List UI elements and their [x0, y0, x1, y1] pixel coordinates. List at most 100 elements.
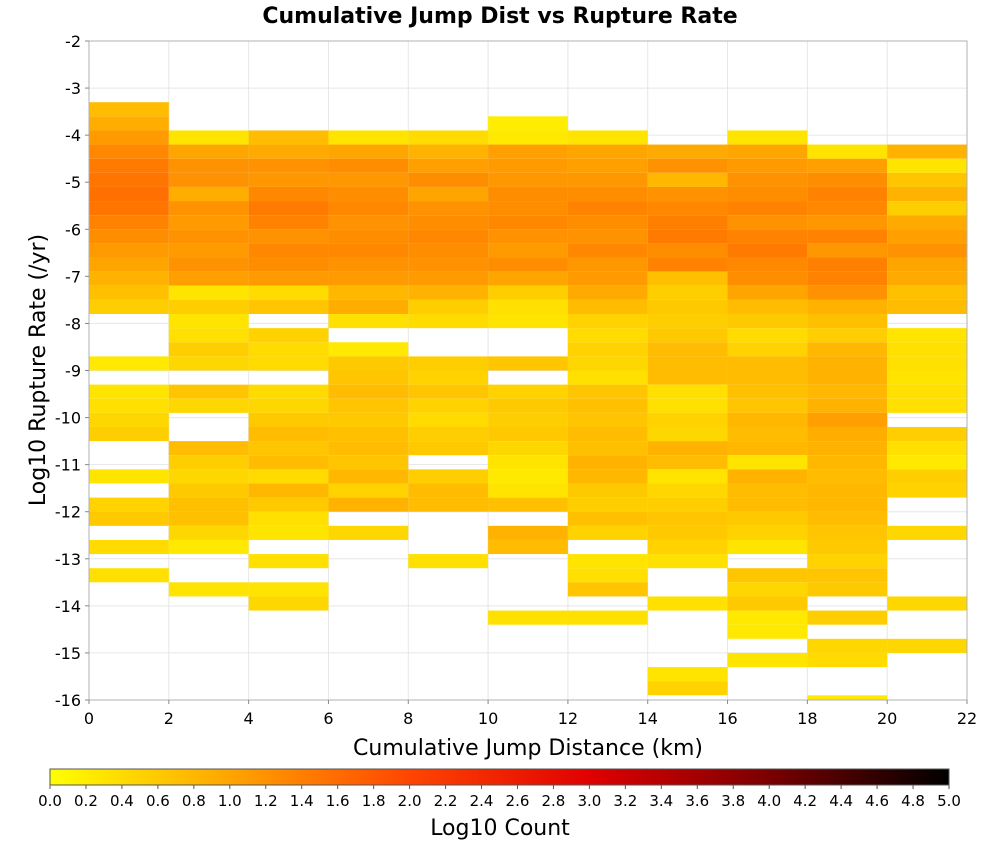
heatmap-cell [647, 525, 728, 540]
colorbar-tick-label: 4.8 [901, 792, 925, 810]
heatmap-cell [328, 201, 409, 216]
heatmap-cell [89, 257, 169, 272]
y-tick-label: -11 [55, 456, 81, 475]
heatmap-cell [647, 201, 728, 216]
heatmap-cell [168, 271, 249, 286]
colorbar-ticks: 0.0 0.2 0.4 0.6 0.8 1.0 1.2 1.4 1.6 1.8 2.0 2.2 2.4 2… [38, 785, 961, 810]
x-tick-label: 12 [558, 709, 578, 728]
heatmap-cell [727, 314, 808, 329]
heatmap-cell [807, 469, 888, 484]
heatmap-cell [168, 342, 249, 357]
heatmap-cell [887, 356, 967, 371]
heatmap-cell [328, 455, 409, 470]
heatmap-cell [567, 511, 648, 526]
y-tick-label: -16 [55, 691, 81, 710]
heatmap-cell [567, 215, 648, 230]
heatmap-cell [887, 342, 967, 357]
heatmap-cell [488, 116, 568, 131]
heatmap-cell [727, 525, 808, 540]
heatmap-cell [168, 172, 249, 187]
heatmap-cell [328, 426, 409, 442]
colorbar-tick-label: 1.2 [254, 792, 278, 810]
heatmap-cell [408, 285, 489, 300]
heatmap-cell [807, 638, 888, 653]
y-tick-label: -7 [65, 267, 81, 286]
heatmap-cell [647, 285, 728, 300]
heatmap-cell [567, 172, 648, 187]
heatmap-cell [488, 229, 568, 244]
heatmap-cell [567, 257, 648, 272]
heatmap-cell [647, 215, 728, 230]
heatmap-cell [647, 144, 728, 159]
heatmap-cell [168, 215, 249, 230]
heatmap-cell [248, 356, 329, 371]
heatmap-cell [248, 412, 329, 427]
heatmap-cell [567, 299, 648, 315]
heatmap-cell [807, 257, 888, 272]
y-tick-label: -6 [65, 220, 81, 239]
heatmap-cell [567, 285, 648, 300]
heatmap-cell [807, 356, 888, 371]
colorbar-tick-label: 4.2 [793, 792, 817, 810]
y-tick-label: -2 [65, 32, 81, 51]
heatmap-cell [408, 370, 489, 385]
heatmap-cell [807, 215, 888, 230]
heatmap-cell [408, 257, 489, 272]
heatmap-cell [248, 455, 329, 470]
heatmap-cells [89, 102, 967, 701]
heatmap-cell [488, 271, 568, 286]
heatmap-cell [168, 285, 249, 300]
heatmap-cell [89, 356, 169, 371]
heatmap-cell [328, 483, 409, 498]
heatmap-cell [647, 511, 728, 526]
heatmap-cell [567, 469, 648, 484]
heatmap-cell [248, 469, 329, 484]
heatmap-cell [727, 243, 808, 258]
x-tick-label: 8 [403, 709, 413, 728]
heatmap-cell [488, 398, 568, 413]
heatmap-cell [647, 229, 728, 244]
heatmap-cell [328, 257, 409, 272]
heatmap-cell [408, 158, 489, 173]
heatmap-cell [248, 596, 329, 611]
heatmap-cell [248, 271, 329, 286]
heatmap-cell [887, 201, 967, 216]
heatmap-cell [647, 172, 728, 187]
heatmap-cell [567, 342, 648, 357]
heatmap-cell [328, 229, 409, 244]
heatmap-cell [807, 539, 888, 555]
heatmap-cell [567, 370, 648, 385]
heatmap-cell [89, 469, 169, 484]
heatmap-cell [328, 130, 409, 145]
heatmap-cell [488, 384, 568, 399]
heatmap-cell [807, 271, 888, 286]
heatmap-cell [887, 186, 967, 202]
heatmap-cell [168, 384, 249, 399]
y-tick-label: -14 [55, 597, 81, 616]
heatmap-cell [488, 144, 568, 159]
heatmap-cell [727, 229, 808, 244]
heatmap-cell [168, 441, 249, 456]
heatmap-cell [647, 271, 728, 286]
heatmap-cell [647, 158, 728, 173]
heatmap-cell [887, 215, 967, 230]
heatmap-cell [248, 554, 329, 569]
heatmap-cell [328, 314, 409, 329]
heatmap-cell [89, 158, 169, 173]
colorbar-label: Log10 Count [430, 816, 570, 841]
heatmap-cell [567, 426, 648, 442]
colorbar-tick-label: 3.0 [577, 792, 601, 810]
heatmap-cell [248, 384, 329, 399]
heatmap-cell [647, 384, 728, 399]
heatmap-cell [807, 695, 888, 700]
x-tick-label: 2 [164, 709, 174, 728]
heatmap-cell [807, 201, 888, 216]
heatmap-cell [248, 201, 329, 216]
heatmap-cell [727, 624, 808, 639]
heatmap-cell [567, 144, 648, 159]
heatmap-cell [488, 426, 568, 442]
colorbar-tick-label: 0.0 [38, 792, 62, 810]
heatmap-cell [647, 342, 728, 357]
heatmap-cell [328, 285, 409, 300]
heatmap-cell [887, 144, 967, 159]
